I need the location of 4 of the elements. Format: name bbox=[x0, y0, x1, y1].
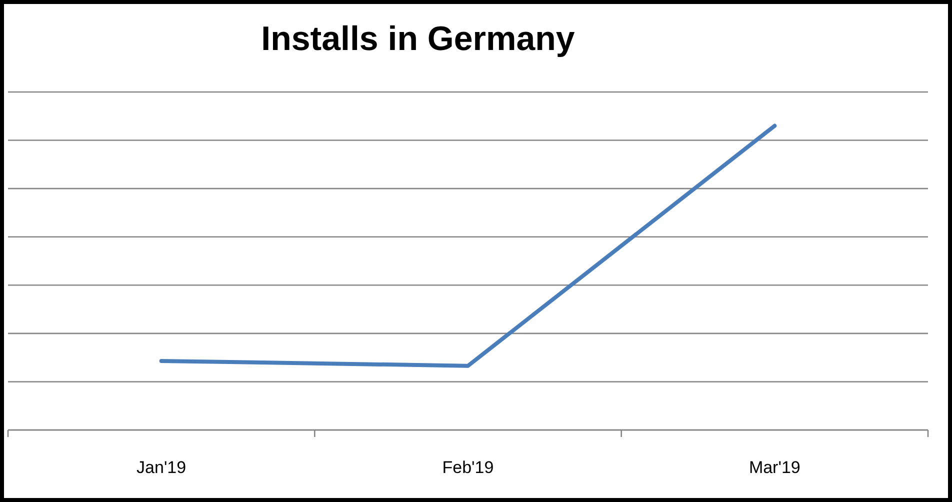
chart-title: Installs in Germany bbox=[261, 20, 575, 58]
x-tick-label: Feb'19 bbox=[442, 458, 494, 477]
x-tick-label: Jan'19 bbox=[136, 458, 186, 477]
x-tick-label: Mar'19 bbox=[748, 458, 800, 477]
